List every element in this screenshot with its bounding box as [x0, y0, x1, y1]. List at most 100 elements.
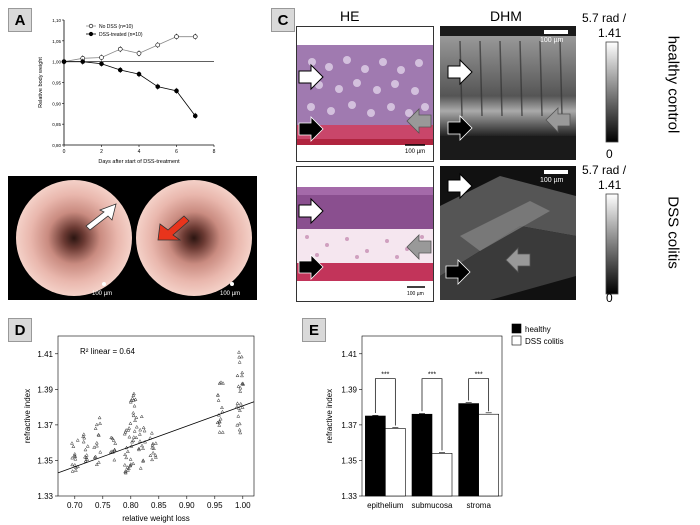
d-point: [239, 354, 244, 359]
d-point: [127, 426, 132, 430]
d-point: [81, 432, 86, 436]
d-point: [237, 408, 242, 412]
col-title-dhm: DHM: [490, 8, 522, 24]
d-xtick-label: 0.75: [95, 501, 111, 510]
arrow-white-icon: [85, 203, 117, 231]
a-point: [117, 67, 123, 73]
d-point: [70, 469, 75, 473]
d-point: [71, 444, 76, 448]
e-ytick-label: 1.39: [341, 385, 357, 394]
d-point: [122, 431, 127, 436]
endoscopy-left: [16, 180, 132, 296]
d-point: [85, 457, 90, 461]
e-bar: [385, 428, 406, 497]
chart-d-scatter: 1.33 1.35 1.37 1.39 1.41 0.70 0.75 0.80 0.85 0.90…: [23, 335, 255, 523]
d-point: [70, 455, 75, 460]
e-bar: [431, 453, 453, 497]
d-point: [97, 415, 102, 420]
row-label-healthy: healthy control: [664, 35, 682, 134]
scale-he-bottom: 100 µm: [407, 291, 424, 297]
row-label-dss: DSS colitis: [664, 196, 682, 269]
d-point: [151, 450, 156, 455]
a-ytick-label: 1,00: [52, 60, 61, 65]
endoscopy-right: [136, 180, 252, 296]
a-series-line: [64, 61, 196, 117]
cbar-top-min: 0: [606, 147, 613, 160]
d-point: [131, 391, 136, 396]
cbar-top-max-1: 5.7 rad /: [582, 11, 627, 25]
d-point: [141, 425, 146, 430]
panel-label-a: A: [8, 8, 32, 32]
a-point: [99, 55, 104, 60]
d-point: [123, 429, 128, 434]
a-legend-label: DSS-treated (n=10): [99, 32, 143, 38]
d-point: [109, 435, 114, 440]
d-point: [138, 439, 142, 443]
e-ytick-label: 1.41: [341, 350, 357, 359]
d-point: [110, 436, 115, 440]
d-point: [70, 462, 75, 467]
d-point: [134, 415, 139, 419]
d-point: [240, 381, 245, 386]
d-point: [237, 427, 242, 432]
scale-right: 100 µm: [220, 291, 240, 297]
d-point: [241, 382, 246, 386]
a-ylabel: Relative body weight: [38, 57, 44, 108]
d-point: [85, 444, 90, 448]
a-xtick-label: 6: [175, 149, 178, 155]
d-point: [123, 452, 127, 457]
endoscopy-images: 100 µm 100 µm: [16, 180, 252, 297]
panel-label-c: C: [271, 8, 295, 32]
d-point: [131, 393, 136, 397]
a-ytick-label: 1,10: [52, 18, 61, 23]
e-significance-label: ***: [475, 372, 483, 379]
scale-dhm-top: 100 µm: [540, 37, 564, 44]
d-point: [127, 434, 132, 439]
d-point: [138, 427, 143, 432]
d-point: [110, 449, 115, 453]
d-point: [81, 434, 86, 438]
d-point: [236, 384, 241, 388]
e-ylabel: refractive index: [325, 389, 334, 443]
d-point: [92, 455, 97, 459]
d-point: [73, 456, 78, 461]
d-ytick-label: 1.39: [37, 385, 53, 394]
d-point: [111, 438, 116, 442]
e-ytick-label: 1.33: [341, 492, 357, 501]
d-point: [129, 398, 133, 403]
d-point: [149, 430, 154, 435]
d-point: [218, 416, 223, 421]
d-ylabel: refractive index: [23, 389, 32, 443]
d-point: [238, 430, 243, 435]
e-category-label: epithelium: [367, 501, 404, 510]
d-point: [84, 455, 89, 460]
col-title-he: HE: [340, 8, 360, 24]
d-point: [83, 447, 88, 452]
e-bar: [478, 413, 499, 497]
d-point: [131, 410, 136, 415]
e-legend-swatch: [511, 335, 522, 346]
dhm-dss-image: 100 µm: [440, 166, 576, 300]
e-ytick-label: 1.37: [341, 421, 357, 430]
d-point: [148, 453, 153, 457]
d-point: [238, 385, 243, 390]
d-point: [128, 463, 132, 468]
d-point: [113, 441, 118, 445]
cbar-bottom-min: 0: [606, 291, 613, 305]
d-point: [150, 457, 154, 462]
a-xtick-label: 8: [213, 149, 216, 155]
d-point: [98, 449, 103, 454]
d-xtick-label: 0.90: [179, 501, 195, 510]
cbar-bottom-max-1: 5.7 rad /: [582, 163, 627, 177]
d-point: [73, 454, 78, 458]
d-point: [84, 453, 89, 457]
d-ytick-label: 1.41: [37, 350, 53, 359]
d-point: [137, 447, 141, 452]
a-legend-marker: [88, 23, 94, 29]
a-point: [174, 34, 179, 39]
d-point: [240, 370, 245, 375]
panel-label-e: E: [302, 318, 326, 342]
d-point: [124, 455, 129, 460]
d-plot-frame: [57, 335, 255, 497]
d-point: [96, 433, 101, 437]
